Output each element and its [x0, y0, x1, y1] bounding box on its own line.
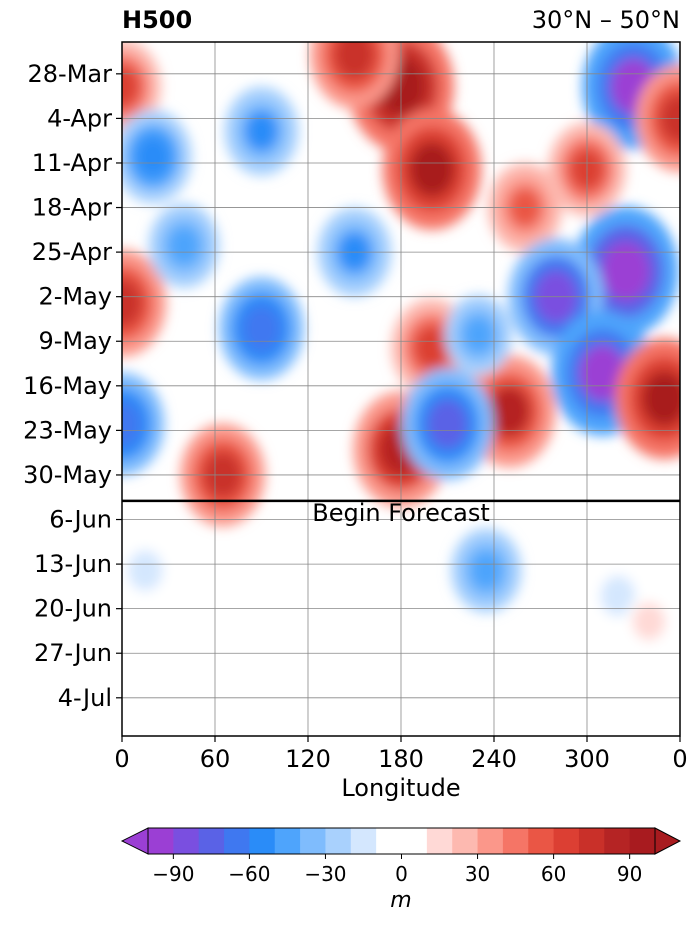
- colorbar-tick-label-6: 90: [617, 862, 642, 886]
- y-tick-label-13: 27-Jun: [34, 639, 112, 667]
- anomaly-blob-1-2: [409, 142, 455, 197]
- anomaly-blob-14-2: [488, 386, 531, 437]
- colorbar-swatch-8: [350, 828, 377, 854]
- colorbar-swatch-2: [198, 828, 225, 854]
- anomaly-blob-26-2: [134, 557, 157, 584]
- x-tick-label-2: 120: [285, 745, 331, 773]
- anomaly-blob-27-2: [606, 582, 630, 609]
- y-tick-label-2: 11-Apr: [32, 149, 112, 177]
- anomaly-blob-20-2: [242, 305, 281, 352]
- colorbar-swatch-7: [325, 828, 352, 854]
- chart-title-right: 30°N – 50°N: [531, 6, 680, 34]
- anomaly-blob-15-2: [413, 325, 451, 370]
- y-tick-label-3: 18-Apr: [32, 194, 112, 222]
- colorbar-swatch-4: [249, 828, 276, 854]
- y-tick-label-9: 30-May: [23, 461, 112, 489]
- colorbar-swatch-3: [224, 828, 250, 854]
- anomaly-blob-18-2: [122, 278, 142, 328]
- x-tick-label-3: 180: [378, 745, 424, 773]
- colorbar-tick-label-5: 60: [541, 862, 566, 886]
- colorbar-swatch-15: [553, 828, 580, 854]
- y-tick-label-8: 23-May: [23, 416, 112, 444]
- anomaly-blob-12-2: [642, 371, 680, 426]
- anomaly-blob-3-2: [122, 65, 140, 108]
- colorbar-tick-label-3: 0: [395, 862, 408, 886]
- colorbar-label: m: [390, 888, 412, 913]
- anomaly-blob-23-2: [168, 226, 200, 265]
- colorbar-swatch-14: [528, 828, 555, 854]
- x-tick-label-1: 60: [200, 745, 231, 773]
- anomaly-blob-11-2: [579, 344, 626, 402]
- colorbar-swatch-0: [148, 828, 174, 854]
- colorbar-extend-low: [120, 827, 149, 855]
- anomaly-blob-28-2: [638, 609, 660, 634]
- colorbar-swatch-16: [578, 828, 605, 854]
- colorbar-tick-label-1: −60: [228, 862, 270, 886]
- colorbar-swatch-5: [274, 828, 301, 854]
- y-tick-label-12: 20-Jun: [34, 595, 112, 623]
- forecast-annotation: Begin Forecast: [312, 499, 490, 527]
- y-tick-label-4: 25-Apr: [32, 238, 112, 266]
- y-axis: 28-Mar 4-Apr 11-Apr 18-Apr 25-Apr 2-May 9-May 1…: [23, 60, 122, 712]
- x-tick-label-5: 300: [564, 745, 610, 773]
- x-axis-label: Longitude: [341, 774, 461, 802]
- y-tick-label-5: 2-May: [38, 283, 112, 311]
- anomaly-blob-4-2: [135, 135, 171, 178]
- y-tick-label-1: 4-Apr: [47, 104, 112, 132]
- y-tick-label-7: 16-May: [23, 372, 112, 400]
- colorbar-swatch-1: [173, 828, 200, 854]
- y-tick-label-0: 28-Mar: [28, 60, 113, 88]
- x-tick-label-6: 0: [672, 745, 687, 773]
- anomaly-blob-2-2: [334, 42, 375, 79]
- colorbar-tick-label-4: 30: [465, 862, 490, 886]
- anomaly-blob-19-2: [122, 400, 142, 448]
- colorbar-swatch-11: [452, 828, 479, 854]
- anomaly-blob-5-2: [244, 111, 279, 152]
- chart-title-left: H500: [122, 6, 193, 34]
- x-tick-label-4: 240: [471, 745, 517, 773]
- anomaly-blob-9-2: [601, 241, 650, 301]
- colorbar-swatch-18: [629, 828, 656, 854]
- colorbar-swatch-17: [604, 828, 631, 854]
- colorbar-swatch-12: [477, 828, 504, 854]
- y-tick-label-11: 13-Jun: [34, 550, 112, 578]
- anomaly-blob-24-2: [463, 316, 494, 353]
- colorbar-swatch-13: [502, 828, 529, 854]
- y-tick-label-6: 9-May: [38, 327, 112, 355]
- colorbar-swatch-6: [300, 828, 326, 854]
- y-tick-label-10: 6-Jun: [49, 506, 112, 534]
- colorbar-tick-label-2: −30: [304, 862, 346, 886]
- anomaly-blob-25-2: [470, 551, 503, 590]
- anomaly-blob-17-2: [426, 398, 469, 450]
- x-tick-label-0: 0: [114, 745, 129, 773]
- colorbar-extend-high: [654, 827, 682, 855]
- colorbar-tick-label-0: −90: [152, 862, 194, 886]
- colorbar-swatch-9: [376, 828, 428, 854]
- y-tick-label-14: 4-Jul: [58, 684, 112, 712]
- x-axis: 0 60 120 180 240 300 0: [114, 736, 688, 773]
- colorbar: −90 −60 −30 0 30 60 90: [120, 827, 682, 886]
- colorbar-swatch-10: [426, 828, 453, 854]
